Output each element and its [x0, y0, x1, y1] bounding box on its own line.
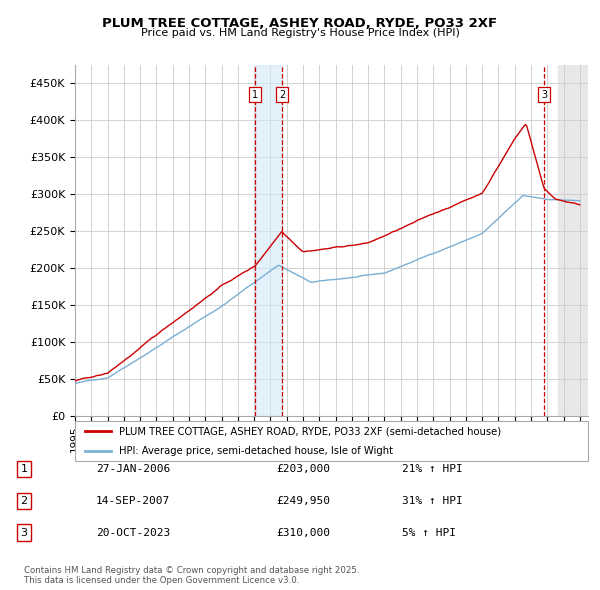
Text: 21% ↑ HPI: 21% ↑ HPI — [402, 464, 463, 474]
Text: £203,000: £203,000 — [276, 464, 330, 474]
Text: PLUM TREE COTTAGE, ASHEY ROAD, RYDE, PO33 2XF: PLUM TREE COTTAGE, ASHEY ROAD, RYDE, PO3… — [103, 17, 497, 30]
Bar — [255, 65, 282, 416]
Text: 1: 1 — [20, 464, 28, 474]
Text: 5% ↑ HPI: 5% ↑ HPI — [402, 528, 456, 537]
Bar — [558, 65, 600, 416]
Text: 2: 2 — [279, 90, 285, 100]
Text: £249,950: £249,950 — [276, 496, 330, 506]
Text: 3: 3 — [20, 528, 28, 537]
Text: £310,000: £310,000 — [276, 528, 330, 537]
Text: 31% ↑ HPI: 31% ↑ HPI — [402, 496, 463, 506]
Text: 1: 1 — [252, 90, 259, 100]
Text: PLUM TREE COTTAGE, ASHEY ROAD, RYDE, PO33 2XF (semi-detached house): PLUM TREE COTTAGE, ASHEY ROAD, RYDE, PO3… — [119, 427, 501, 436]
Text: 27-JAN-2006: 27-JAN-2006 — [96, 464, 170, 474]
Text: HPI: Average price, semi-detached house, Isle of Wight: HPI: Average price, semi-detached house,… — [119, 447, 392, 456]
Text: 20-OCT-2023: 20-OCT-2023 — [96, 528, 170, 537]
Text: Price paid vs. HM Land Registry's House Price Index (HPI): Price paid vs. HM Land Registry's House … — [140, 28, 460, 38]
Text: 2: 2 — [20, 496, 28, 506]
Text: 3: 3 — [541, 90, 547, 100]
Text: Contains HM Land Registry data © Crown copyright and database right 2025.
This d: Contains HM Land Registry data © Crown c… — [24, 566, 359, 585]
Text: 14-SEP-2007: 14-SEP-2007 — [96, 496, 170, 506]
